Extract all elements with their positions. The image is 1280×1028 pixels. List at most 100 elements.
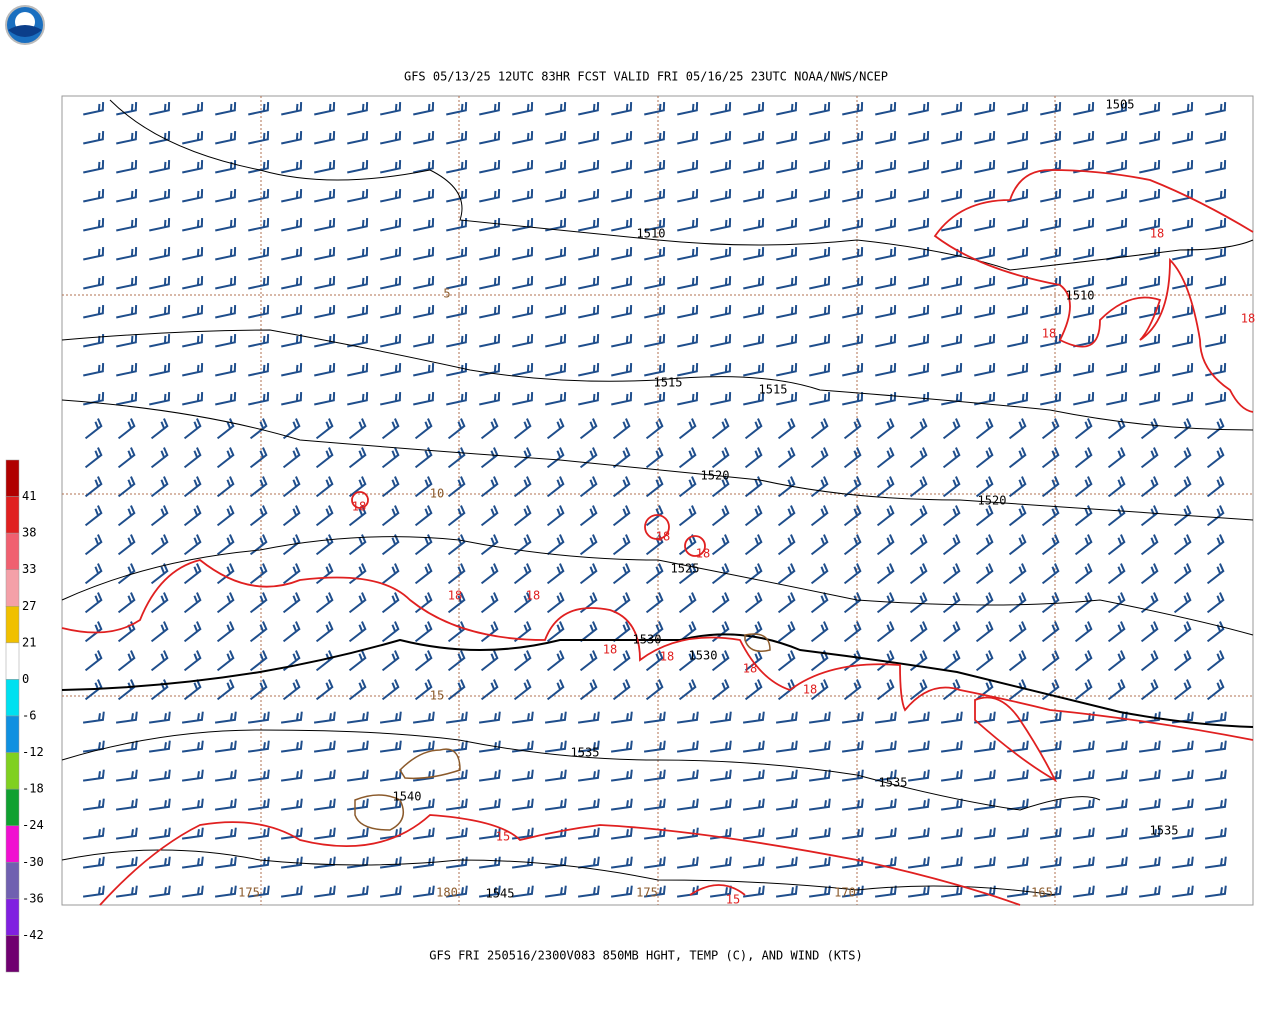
wind-barb xyxy=(249,592,268,614)
wind-barb xyxy=(973,827,996,840)
wind-barb xyxy=(116,131,138,145)
wind-barb xyxy=(1040,218,1062,232)
wind-barb xyxy=(117,563,136,585)
wind-barb xyxy=(182,160,204,174)
wind-barb xyxy=(314,392,336,406)
wind-barb xyxy=(480,592,499,614)
wind-barb xyxy=(1140,650,1159,672)
wind-barb xyxy=(1107,679,1126,701)
wind-barb xyxy=(546,476,565,498)
wind-barb xyxy=(83,131,105,145)
wind-barb xyxy=(776,131,798,145)
colorbar-swatch xyxy=(5,532,20,570)
wind-barb xyxy=(1040,392,1062,406)
wind-barb xyxy=(314,218,336,232)
wind-barb xyxy=(1074,563,1093,585)
wind-barb xyxy=(710,218,732,232)
wind-barb xyxy=(743,102,765,116)
wind-barb xyxy=(544,856,567,869)
wind-barb xyxy=(314,305,336,319)
wind-barb xyxy=(941,189,963,203)
wind-barb xyxy=(479,247,501,261)
wind-barb xyxy=(1008,505,1027,527)
wind-barb xyxy=(743,189,765,203)
wind-barb xyxy=(1173,534,1192,556)
wind-barb xyxy=(644,276,666,290)
wind-barb xyxy=(1138,769,1161,782)
wind-barb xyxy=(149,102,171,116)
wind-barb xyxy=(1007,102,1029,116)
wind-barb xyxy=(249,563,268,585)
wind-barb xyxy=(117,592,136,614)
wind-barb xyxy=(545,305,567,319)
wind-barb xyxy=(777,534,796,556)
wind-barb xyxy=(744,534,763,556)
wind-barb xyxy=(214,798,237,811)
wind-barb xyxy=(578,247,600,261)
wind-barb xyxy=(479,131,501,145)
wind-barb xyxy=(1172,131,1194,145)
wind-barb xyxy=(942,505,961,527)
wind-barb xyxy=(84,592,103,614)
wind-barb xyxy=(809,131,831,145)
wind-barb xyxy=(148,798,171,811)
wind-barb xyxy=(876,505,895,527)
wind-barb xyxy=(1107,592,1126,614)
wind-barb xyxy=(149,363,171,377)
wind-barb xyxy=(678,447,697,469)
wind-barb xyxy=(414,679,433,701)
wind-barb xyxy=(1171,856,1194,869)
wind-barb xyxy=(907,827,930,840)
wind-barb xyxy=(181,885,204,898)
wind-barb xyxy=(677,392,699,406)
wind-barb xyxy=(909,621,928,643)
wind-barb xyxy=(150,679,169,701)
wind-barb xyxy=(216,534,235,556)
wind-barb xyxy=(908,160,930,174)
wind-barb xyxy=(282,447,301,469)
wind-barb xyxy=(1007,247,1029,261)
wind-barb xyxy=(743,305,765,319)
wind-barb xyxy=(381,621,400,643)
wind-barb xyxy=(447,418,466,440)
wind-barb xyxy=(874,827,897,840)
wind-barb xyxy=(1073,247,1095,261)
wind-barb xyxy=(1140,418,1159,440)
wind-barb xyxy=(381,592,400,614)
wind-barb xyxy=(346,885,369,898)
wind-barb xyxy=(1140,563,1159,585)
wind-barb xyxy=(1040,305,1062,319)
wind-barb xyxy=(678,418,697,440)
wind-barb xyxy=(381,650,400,672)
wind-barb xyxy=(1173,650,1192,672)
wind-barb xyxy=(743,247,765,261)
wind-barb xyxy=(710,247,732,261)
wind-barb xyxy=(710,131,732,145)
wind-barb xyxy=(909,447,928,469)
wind-barb xyxy=(974,160,996,174)
wind-barb xyxy=(215,131,237,145)
temperature-label: 15 xyxy=(726,893,740,907)
wind-barb xyxy=(1204,740,1227,753)
colorbar-label: -18 xyxy=(22,782,44,796)
wind-barb xyxy=(775,885,798,898)
wind-barb xyxy=(742,856,765,869)
wind-barb xyxy=(545,247,567,261)
wind-barb xyxy=(1040,189,1062,203)
wind-barb xyxy=(610,885,633,898)
wind-barb xyxy=(710,102,732,116)
wind-barb xyxy=(579,418,598,440)
wind-barb xyxy=(1205,247,1227,261)
wind-barb xyxy=(346,827,369,840)
wind-barb xyxy=(809,189,831,203)
wind-barb xyxy=(280,798,303,811)
wind-barb xyxy=(907,769,930,782)
wind-barb xyxy=(247,885,270,898)
wind-barb xyxy=(876,650,895,672)
colorbar-swatch xyxy=(5,715,20,753)
wind-barb xyxy=(1204,769,1227,782)
wind-barb xyxy=(446,189,468,203)
wind-barb xyxy=(1006,827,1029,840)
wind-barb xyxy=(545,334,567,348)
wind-barb xyxy=(1041,563,1060,585)
